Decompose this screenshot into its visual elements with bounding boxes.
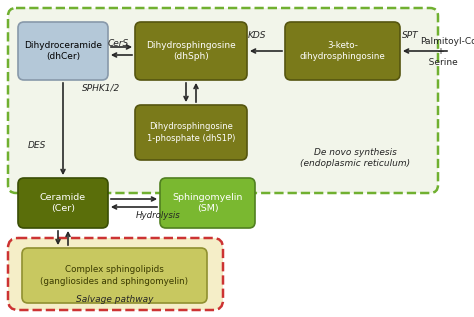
Text: Dihydroceramide
(dhCer): Dihydroceramide (dhCer) (24, 41, 102, 61)
FancyBboxPatch shape (8, 238, 223, 310)
FancyBboxPatch shape (285, 22, 400, 80)
FancyBboxPatch shape (22, 248, 207, 303)
Text: DES: DES (28, 140, 46, 150)
Text: Palmitoyl-CoA
      +
   Serine: Palmitoyl-CoA + Serine (420, 37, 474, 67)
Text: Dihydrosphingosine
1-phosphate (dhS1P): Dihydrosphingosine 1-phosphate (dhS1P) (147, 122, 235, 143)
FancyBboxPatch shape (160, 178, 255, 228)
FancyBboxPatch shape (18, 22, 108, 80)
Text: 3-keto-
dihydrosphingosine: 3-keto- dihydrosphingosine (300, 41, 385, 61)
FancyBboxPatch shape (18, 178, 108, 228)
Text: SPHK1/2: SPHK1/2 (82, 83, 120, 93)
FancyBboxPatch shape (135, 22, 247, 80)
Text: SPT: SPT (401, 30, 419, 40)
Text: CerS: CerS (108, 40, 128, 49)
Text: Dihydrosphingosine
(dhSph): Dihydrosphingosine (dhSph) (146, 41, 236, 61)
FancyBboxPatch shape (135, 105, 247, 160)
Text: De novo synthesis
(endoplasmic reticulum): De novo synthesis (endoplasmic reticulum… (300, 148, 410, 168)
Text: Ceramide
(Cer): Ceramide (Cer) (40, 193, 86, 213)
Text: Salvage pathway: Salvage pathway (76, 295, 154, 305)
FancyBboxPatch shape (8, 8, 438, 193)
Text: Sphingomyelin
(SM): Sphingomyelin (SM) (173, 193, 243, 213)
Text: Complex sphingolipids
(gangliosides and sphingomyelin): Complex sphingolipids (gangliosides and … (40, 265, 189, 286)
Text: KDS: KDS (248, 30, 266, 40)
Text: Hydrolysis: Hydrolysis (136, 210, 181, 219)
